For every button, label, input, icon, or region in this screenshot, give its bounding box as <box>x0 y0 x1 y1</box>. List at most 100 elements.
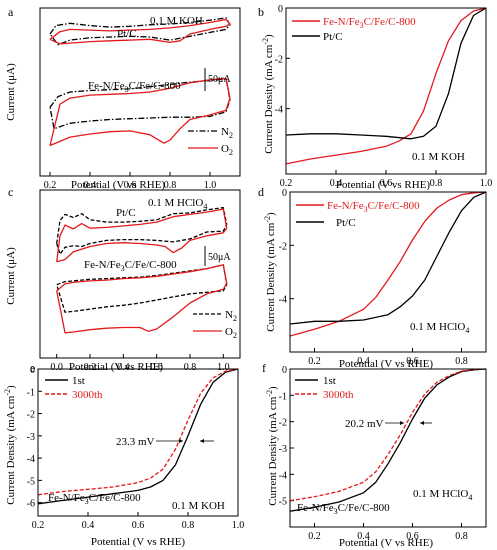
panel-letter-a: a <box>8 5 14 19</box>
panel-a-ticks <box>49 172 211 176</box>
panel-f-series-line-1 <box>289 368 487 502</box>
panel-e-xtick-label-2: 0.6 <box>132 520 145 531</box>
legend-label-o2: O2 <box>221 143 233 157</box>
panel-b-tick-labels: 0.2 0.4 0.6 0.8 1.0 0 -2 -4 <box>275 4 493 189</box>
panel-e-series <box>37 368 239 505</box>
panel-b-xtick-label-3: 0.8 <box>430 178 443 189</box>
panel-c-series <box>56 206 228 334</box>
panel-a-xtick-label-1: 0.4 <box>84 180 97 191</box>
panel-f-condition: 0.1 M HClO4 <box>413 488 472 502</box>
panel-c-tick-labels: 0.0 0.2 0.4 0.6 0.8 1.0 <box>50 362 229 373</box>
panel-c-ylabel: Current (μA) <box>5 247 17 305</box>
panel-c-xtick-label-2: 0.4 <box>117 362 130 373</box>
panel-e: e Current Density (mA cm-2) 0.2 0.4 0.6 0.8… <box>3 361 244 548</box>
legend-label-o2: O2 <box>225 326 237 340</box>
panel-d-xtick-label-0: 0.2 <box>308 356 321 367</box>
panel-d: d Current Density (mA cm-2) 0.2 0.4 0.6 0.8… <box>258 185 487 370</box>
panel-d-ticks <box>290 191 462 352</box>
panel-a-xtick-label-4: 1.0 <box>204 180 217 191</box>
panel-f-xtick-label-3: 0.8 <box>455 531 468 542</box>
panel-f-ytick-label-2: -2 <box>279 418 287 429</box>
panel-e-ylabel: Current Density (mA cm-2) <box>3 385 17 505</box>
panel-f-xtick-label-1: 0.4 <box>357 531 370 542</box>
panel-e-ytick-label-1: -1 <box>27 387 35 398</box>
panel-e-shift-arrows <box>156 439 214 443</box>
panel-f-ytick-label-3: -3 <box>279 444 287 455</box>
panel-e-series-line-0 <box>37 368 239 505</box>
panel-d-ytick-label-0: 0 <box>282 188 287 199</box>
panel-b-xtick-label-1: 0.4 <box>330 178 343 189</box>
panel-c: c Current (μA) 0.0 0.2 0.4 0.6 0.8 1.0 Potent… <box>5 185 241 373</box>
panel-c-ticks <box>56 354 224 358</box>
panel-e-xtick-label-1: 0.4 <box>82 520 95 531</box>
panel-b-series <box>285 7 487 165</box>
panel-b-ylabel: Current Density (mA cm-2) <box>261 34 275 154</box>
panel-a-sample-top: Pt/C <box>117 28 137 40</box>
panel-a-series <box>49 17 231 147</box>
panel-c-xtick-label-3: 0.6 <box>150 362 163 373</box>
panel-e-ytick-label-3: -3 <box>27 432 35 443</box>
panel-c-series-line-3 <box>56 264 228 334</box>
panel-c-xlabel: Potential (V vs RHE) <box>69 361 164 373</box>
panel-d-series <box>289 191 487 337</box>
legend-label-n2: N2 <box>225 309 237 323</box>
panel-d-xlabel: Potential (V vs RHE) <box>339 358 434 370</box>
panel-f-ytick-label-1: -1 <box>279 391 287 402</box>
panel-c-series-line-1 <box>56 208 228 263</box>
legend-label-1st: 1st <box>72 375 85 387</box>
panel-a-scalebar-label: 50μA <box>208 74 231 85</box>
panel-f-frame <box>289 368 487 528</box>
panel-b: b Current Density (mA cm-2) 0.2 0.4 0.6 0.8… <box>258 4 492 191</box>
legend-label-n2: N2 <box>221 126 233 140</box>
panel-d-condition: 0.1 M HClO4 <box>410 321 469 335</box>
panel-e-legend: 1st 3000th <box>45 375 103 401</box>
panel-b-ytick-label-2: -4 <box>275 105 283 116</box>
panel-d-xtick-label-3: 0.8 <box>455 356 468 367</box>
panel-d-tick-labels: 0.2 0.4 0.6 0.8 0 -2 -4 <box>279 188 468 367</box>
panel-letter-b: b <box>258 5 264 19</box>
panel-e-xtick-label-0: 0.2 <box>32 520 45 531</box>
panel-f-tick-labels: 0.2 0.4 0.6 0.8 0 -1 -2 -3 -4 -5 <box>279 365 468 542</box>
panel-b-frame <box>285 7 487 175</box>
panel-d-series-line-1 <box>289 191 487 325</box>
panel-a-tick-labels: 0.2 0.4 0.6 0.8 1.0 <box>44 180 217 191</box>
panel-a-frame <box>39 7 241 177</box>
panel-e-tick-labels: 0.2 0.4 0.6 0.8 1.0 0 -1 -2 -3 -4 -5 -6 <box>27 365 245 531</box>
panel-c-legend: N2 O2 <box>193 309 237 340</box>
panel-e-ytick-label-4: -4 <box>27 454 35 465</box>
panel-f-xtick-label-2: 0.6 <box>406 531 419 542</box>
panel-b-xlabel: Potential (V vs RHE) <box>336 179 431 191</box>
panel-a-series-line-1 <box>49 18 231 45</box>
panel-c-scalebar-label: 50μA <box>208 252 231 263</box>
panel-e-condition: 0.1 M KOH <box>172 500 225 512</box>
panel-b-series-line-0 <box>285 7 487 165</box>
panel-a-xlabel: Potential (V vs RHE) <box>71 179 166 191</box>
panel-e-xlabel: Potential (V vs RHE) <box>91 536 186 548</box>
panel-f-ytick-label-4: -4 <box>279 470 287 481</box>
panel-e-ytick-label-5: -5 <box>27 476 35 487</box>
panel-e-xtick-label-3: 0.8 <box>182 520 195 531</box>
panel-b-ytick-label-1: -2 <box>275 54 283 65</box>
panel-c-xtick-label-0: 0.0 <box>50 362 63 373</box>
panel-c-condition: 0.1 M HClO4 <box>148 197 207 211</box>
panel-a-xtick-label-3: 0.8 <box>164 180 177 191</box>
panel-b-legend: Fe-N/Fe3C/Fe/C-800 Pt/C <box>292 16 416 43</box>
panel-c-xtick-label-1: 0.2 <box>84 362 97 373</box>
panel-a-series-line-0 <box>49 17 231 46</box>
panel-d-xtick-label-2: 0.6 <box>406 356 419 367</box>
panel-b-xtick-label-2: 0.6 <box>380 178 393 189</box>
panel-a-xtick-label-2: 0.6 <box>124 180 137 191</box>
panel-a-ylabel: Current (μA) <box>5 63 17 121</box>
legend-label-3000th: 3000th <box>323 389 354 401</box>
panel-a-xtick-label-0: 0.2 <box>44 180 57 191</box>
panel-d-legend: Fe-N/Fe3C/Fe/C-800 Pt/C <box>296 200 420 229</box>
panel-f-ytick-label-5: -5 <box>279 497 287 508</box>
panel-d-series-line-0 <box>289 191 487 337</box>
panel-a-sample-bottom: Fe-N/Fe3C/Fe/C-800 <box>88 80 181 94</box>
panel-c-sample-bottom: Fe-N/Fe3C/Fe/C-800 <box>84 259 177 273</box>
panel-f-xtick-label-0: 0.2 <box>308 531 321 542</box>
legend-label-fe: Fe-N/Fe3C/Fe/C-800 <box>323 16 416 30</box>
panel-f-xlabel: Potential (V vs RHE) <box>339 537 434 549</box>
panel-c-xtick-label-5: 1.0 <box>217 362 230 373</box>
